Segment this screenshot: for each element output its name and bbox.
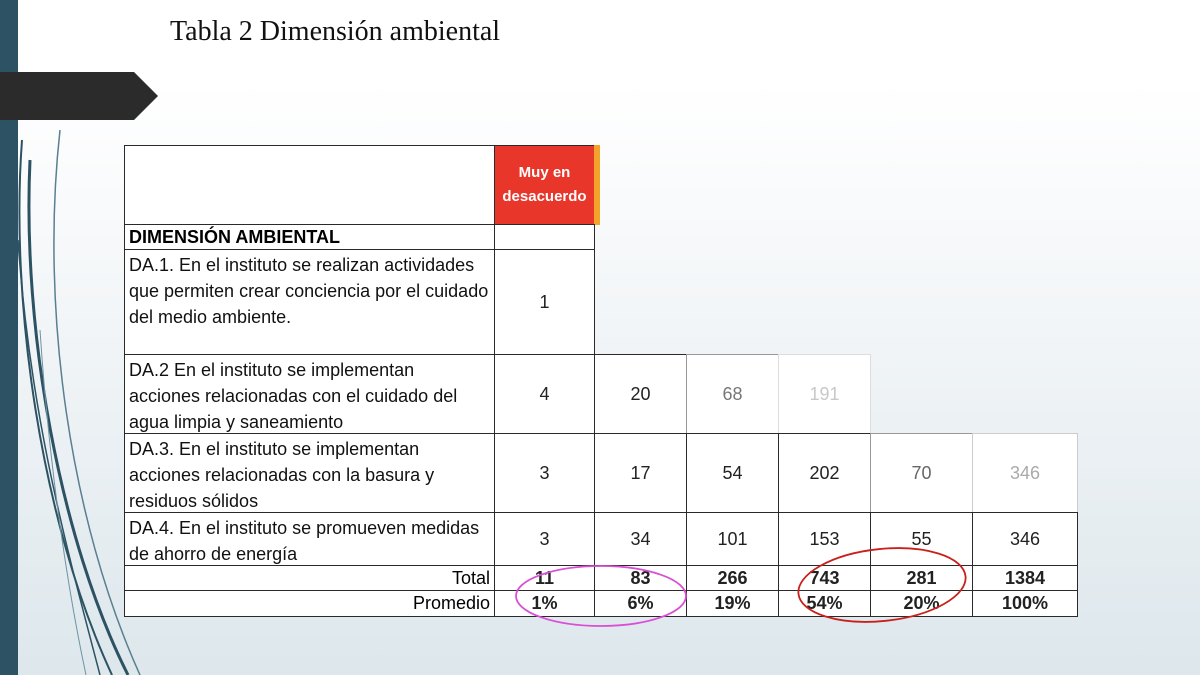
dimension-table: Muy en desacuerdo DIMENSIÓN AMBIENTAL DA… xyxy=(124,145,1078,617)
row-da3-value-2: 17 xyxy=(594,433,687,513)
average-value-5: 20% xyxy=(870,590,973,617)
total-value-6: 1384 xyxy=(972,565,1078,591)
row-da1-label: DA.1. En el instituto se realizan activi… xyxy=(124,249,495,355)
total-value-4: 743 xyxy=(778,565,871,591)
section-heading: DIMENSIÓN AMBIENTAL xyxy=(124,224,495,250)
title-arrow-tab xyxy=(0,72,158,120)
total-value-3: 266 xyxy=(686,565,779,591)
row-da3-label: DA.3. En el instituto se implementan acc… xyxy=(124,433,495,513)
header-muy-en-desacuerdo: Muy en desacuerdo xyxy=(494,145,595,225)
slide-title: Tabla 2 Dimensión ambiental xyxy=(170,16,501,47)
header-next-color-strip xyxy=(594,145,600,225)
row-da2-value-3: 68 xyxy=(686,354,779,434)
average-value-6: 100% xyxy=(972,590,1078,617)
average-label: Promedio xyxy=(124,590,495,617)
row-da4-value-3: 101 xyxy=(686,512,779,566)
decorative-curves xyxy=(17,129,141,675)
average-value-3: 19% xyxy=(686,590,779,617)
row-da3-value-3: 54 xyxy=(686,433,779,513)
row-da4-value-4: 153 xyxy=(778,512,871,566)
row-da4-value-6: 346 xyxy=(972,512,1078,566)
row-da2-value-2: 20 xyxy=(594,354,687,434)
total-value-2: 83 xyxy=(594,565,687,591)
sidebar-stripe xyxy=(0,0,18,675)
header-blank-cell xyxy=(124,145,495,225)
row-da3-value-1: 3 xyxy=(494,433,595,513)
row-da4-value-1: 3 xyxy=(494,512,595,566)
average-value-2: 6% xyxy=(594,590,687,617)
section-empty-cell xyxy=(494,224,595,250)
row-da2-label: DA.2 En el instituto se implementan acci… xyxy=(124,354,495,434)
row-da2-value-4: 191 xyxy=(778,354,871,434)
row-da4-label: DA.4. En el instituto se promueven medid… xyxy=(124,512,495,566)
row-da2-value-1: 4 xyxy=(494,354,595,434)
row-da4-value-5: 55 xyxy=(870,512,973,566)
average-value-4: 54% xyxy=(778,590,871,617)
average-value-1: 1% xyxy=(494,590,595,617)
row-da4-value-2: 34 xyxy=(594,512,687,566)
row-da3-value-5: 70 xyxy=(870,433,973,513)
total-value-5: 281 xyxy=(870,565,973,591)
row-da3-value-6: 346 xyxy=(972,433,1078,513)
total-label: Total xyxy=(124,565,495,591)
row-da1-value-1: 1 xyxy=(494,249,595,355)
total-value-1: 11 xyxy=(494,565,595,591)
row-da3-value-4: 202 xyxy=(778,433,871,513)
